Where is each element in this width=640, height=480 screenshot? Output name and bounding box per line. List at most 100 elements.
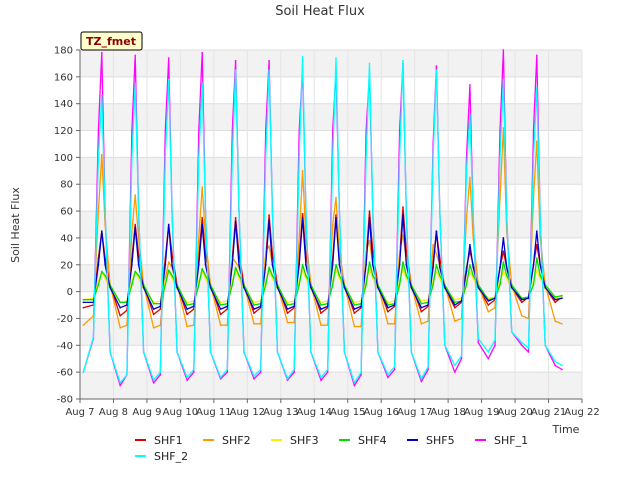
data-point [152, 327, 155, 329]
data-point [539, 263, 541, 266]
data-point [131, 230, 133, 233]
data-point [152, 313, 155, 316]
data-point [502, 78, 505, 81]
legend-label: SHF2 [222, 434, 251, 447]
data-point [368, 216, 371, 219]
data-point [335, 263, 337, 266]
data-point [365, 284, 367, 286]
data-point [368, 62, 371, 65]
data-point [472, 266, 475, 269]
data-point [427, 365, 429, 368]
y-tick-label: -80 [57, 395, 73, 406]
data-point [286, 308, 289, 310]
data-point [477, 286, 480, 289]
y-tick-label: 180 [54, 46, 73, 57]
data-point [198, 156, 200, 159]
x-tick-label: Aug 13 [263, 407, 298, 418]
data-point [310, 351, 312, 353]
legend-item-shf4: SHF4 [339, 434, 387, 447]
data-point [226, 305, 229, 308]
data-point [393, 368, 396, 371]
data-point [109, 351, 111, 353]
data-point [454, 298, 456, 301]
data-point [536, 140, 538, 143]
data-point [544, 344, 546, 347]
data-point [201, 223, 203, 226]
data-point [298, 237, 301, 239]
data-point [293, 368, 295, 371]
data-point [432, 243, 434, 246]
data-point [142, 286, 145, 289]
x-axis-label: Time [552, 423, 580, 436]
data-point [335, 214, 337, 216]
data-point [387, 323, 389, 325]
data-point [198, 284, 200, 286]
data-point [238, 277, 240, 279]
data-point [320, 312, 322, 314]
data-point [305, 263, 307, 266]
y-tick-label: 100 [54, 153, 73, 164]
data-point [402, 214, 404, 216]
data-point [268, 214, 270, 216]
data-point [253, 375, 255, 377]
data-point [544, 286, 546, 289]
data-point [335, 57, 337, 59]
data-point [226, 308, 229, 310]
data-point [432, 284, 434, 286]
data-point [167, 223, 170, 226]
data-point [554, 360, 557, 363]
data-point [326, 368, 329, 371]
data-point [259, 305, 262, 308]
data-point [298, 156, 301, 159]
data-point [532, 263, 535, 266]
data-point [164, 129, 167, 132]
data-point [134, 223, 137, 226]
data-point [554, 298, 557, 301]
data-point [204, 277, 207, 279]
series-line [82, 56, 563, 384]
data-point [499, 129, 501, 132]
data-point [520, 314, 523, 317]
data-point [286, 378, 289, 380]
data-point [171, 274, 173, 277]
data-point [320, 308, 322, 310]
data-point [219, 324, 222, 326]
y-tick-label: 120 [54, 126, 73, 137]
data-point [353, 301, 356, 304]
data-point [271, 210, 274, 212]
data-point [532, 284, 535, 286]
data-point [243, 351, 245, 353]
data-point [326, 305, 329, 308]
data-point [234, 266, 237, 269]
y-tick-label: 160 [54, 72, 73, 83]
y-tick-label: 0 [67, 287, 73, 298]
data-point [286, 321, 289, 324]
plot-band [80, 157, 582, 185]
data-point [469, 263, 471, 266]
data-point [487, 357, 490, 360]
data-point [443, 286, 446, 289]
data-point [368, 210, 371, 212]
data-point [338, 210, 341, 212]
data-point [219, 308, 222, 310]
data-point [435, 69, 438, 71]
data-point [276, 351, 279, 353]
data-point [502, 261, 505, 263]
y-axis-label: Soil Heat Flux [9, 187, 22, 263]
data-point [219, 313, 222, 316]
data-point [164, 156, 167, 159]
data-point [360, 305, 362, 308]
data-point [231, 284, 234, 286]
series-line [82, 127, 563, 329]
data-point [343, 286, 346, 289]
data-point [353, 325, 356, 328]
data-point [234, 69, 237, 71]
data-point [231, 263, 234, 266]
data-point [460, 357, 463, 360]
x-tick-label: Aug 19 [464, 407, 499, 418]
x-tick-label: Aug 20 [497, 407, 532, 418]
data-point [469, 243, 471, 246]
data-point [159, 374, 162, 376]
data-point [532, 156, 535, 159]
